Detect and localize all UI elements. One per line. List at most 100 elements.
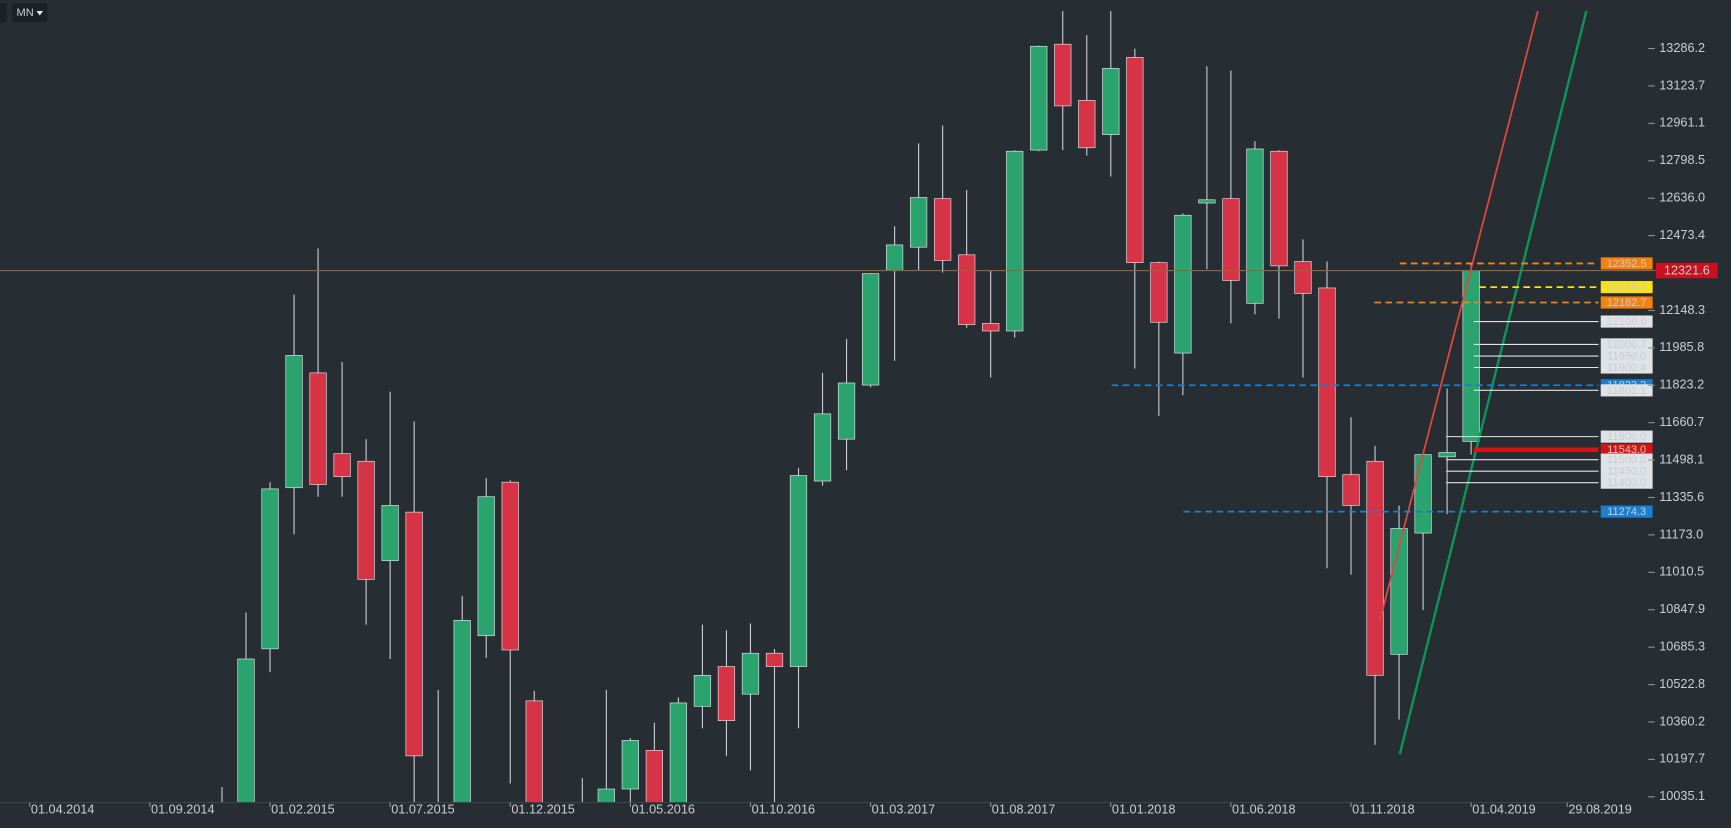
timeframe: MN [17,7,34,19]
y-tick-label: 11335.6 [1659,490,1704,504]
x-tick-label: 01.09.2014 [151,803,215,817]
x-tick-label: 01.04.2014 [31,803,95,817]
candle-body [1246,148,1264,304]
level-label: 11900.4 [1607,362,1646,374]
level-label-box [1600,384,1653,397]
x-tick-label: 01.12.2015 [511,803,575,817]
x-tick-label: 01.08.2017 [992,803,1056,817]
plot-area [221,11,1480,803]
y-tick-label: 11985.8 [1659,340,1704,354]
candle-body [1054,43,1072,107]
toolbar: MN [0,3,48,23]
candle-body [1414,454,1432,534]
candle-body [861,273,880,386]
candle-body [958,254,976,325]
candle-body [501,481,519,651]
level-label-box [1600,505,1653,518]
level-label: 11950.0 [1607,351,1646,363]
level-label: 11543.0 [1607,444,1646,456]
candle-body [669,702,688,803]
x-tick-label: 01.04.2019 [1472,803,1536,817]
overlays [0,10,1599,755]
level-label-box [1600,476,1653,489]
y-tick-label: 11010.5 [1659,565,1704,579]
candle-body [1078,100,1096,149]
y-tick-label: 11498.1 [1659,452,1704,466]
x-tick-label: 01.10.2016 [752,803,816,817]
y-tick-label: 11660.7 [1659,415,1704,429]
x-tick-label: 01.02.2015 [271,803,335,817]
last-price-label: 12321.6 [1664,263,1710,277]
candle-body [1102,68,1120,135]
candle-body [309,372,327,485]
candle-body [765,652,784,667]
level-label: 11500.0 [1607,454,1646,466]
candle-body [1006,150,1024,332]
y-tick-label: 10360.2 [1659,714,1705,728]
level-label-box [1600,338,1653,351]
y-tick-label: 13286.2 [1659,41,1705,55]
trend-line-red [1379,10,1539,621]
y-tick-label: 12148.3 [1659,303,1705,317]
level-label-box [1600,315,1653,328]
x-tick-label: 01.11.2018 [1352,803,1415,817]
candle-body [717,666,736,721]
x-tick-label: 01.06.2018 [1232,803,1296,817]
level-label-box [1600,257,1653,270]
level-label: 12182.7 [1607,297,1647,309]
x-tick-label: 01.03.2017 [872,803,936,817]
y-tick-label: 13123.7 [1659,78,1705,92]
x-tick-label: 01.05.2016 [631,803,695,817]
candle-body [1318,287,1336,478]
y-tick-label: 12798.5 [1659,153,1705,167]
candle-body [405,511,423,757]
candle-body [1126,56,1144,263]
level-label: 12249.6 [1607,282,1647,294]
trend-line-green [1398,10,1588,755]
candle-body [1174,214,1192,354]
candle-body [813,413,832,482]
y-tick-label: 10847.9 [1659,602,1705,616]
y-tick-label: 10035.1 [1659,789,1705,803]
candle-body [357,460,375,580]
candle-body [934,198,952,261]
candle-body [1438,452,1456,458]
candle-body [285,355,303,489]
toolbar-button[interactable] [0,3,7,23]
level-label-box [1600,453,1653,466]
level-label-box [1600,443,1653,456]
x-tick-label: 01.07.2015 [391,803,455,817]
candle-body [453,619,471,803]
y-tick-label: 10685.3 [1659,640,1705,654]
candle-body [1294,261,1312,294]
candle-body [1030,45,1048,151]
level-label: 11801.1 [1607,385,1646,397]
y-tick-label: 10522.8 [1659,677,1705,691]
candle-body [1270,150,1288,267]
candle-body [1222,198,1240,281]
candle-body [237,658,255,803]
level-label: 11450.0 [1607,466,1646,478]
candle-body [1366,460,1384,676]
candle-body [525,700,543,803]
candle-body [1150,262,1168,323]
candle-body [885,244,904,271]
candle-body [333,453,351,478]
level-label-box [1600,296,1653,309]
candle-body [381,505,399,562]
x-tick-label: 01.01.2018 [1112,803,1176,817]
candle-body [1342,474,1360,506]
candle-body [261,488,279,650]
level-label: 12000.7 [1607,339,1647,351]
level-label-box [1600,361,1653,374]
level-label: 11600.0 [1607,431,1646,443]
level-label: 12100.0 [1607,316,1647,328]
timeframe-button[interactable] [12,3,48,23]
candle-body [621,740,639,790]
price-labels: 12352.5 12249.6 12182.7 12100.0 12000.711950… [1600,257,1653,518]
level-label: 11400.0 [1607,477,1646,489]
level-label-box [1600,465,1653,478]
level-label-box [1600,430,1653,443]
level-label: 11274.3 [1607,506,1646,518]
